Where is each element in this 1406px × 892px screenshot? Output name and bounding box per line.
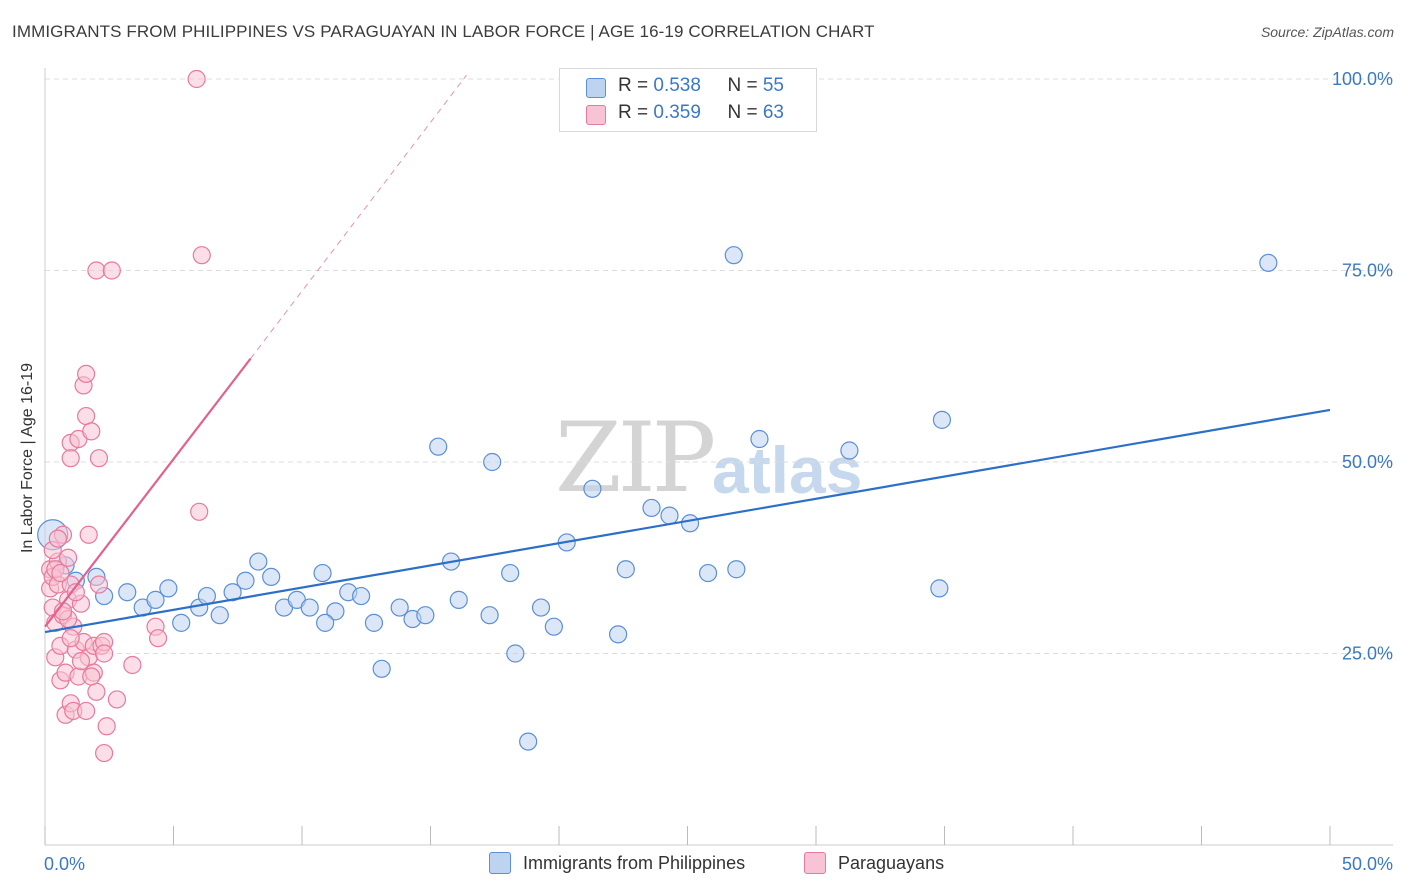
philippines-point — [932, 410, 952, 429]
philippines-point — [313, 563, 332, 583]
philippines-point — [262, 567, 281, 587]
paraguayans-point — [102, 261, 121, 280]
paraguayans-point — [61, 629, 80, 648]
y-tick-label: 75.0% — [1342, 261, 1393, 281]
y-tick-label: 50.0% — [1342, 452, 1393, 472]
chart-title: IMMIGRANTS FROM PHILIPPINES VS PARAGUAYA… — [12, 22, 875, 41]
philippines-point — [118, 583, 137, 602]
philippines-point — [727, 560, 746, 579]
philippines-point — [429, 437, 448, 456]
philippines-point — [236, 571, 255, 590]
paraguayans-point — [59, 548, 78, 567]
r-value: 0.538 — [653, 75, 701, 96]
watermark-zip: ZIP — [555, 402, 716, 514]
philippines-point — [352, 586, 371, 606]
philippines-point — [326, 602, 345, 621]
philippines-point — [172, 613, 191, 632]
r-value: 0.359 — [653, 102, 701, 123]
philippines-point — [616, 560, 635, 579]
paraguayans-point — [95, 644, 114, 663]
philippines-point — [316, 613, 335, 632]
n-value: 63 — [762, 102, 784, 123]
philippines-point — [506, 644, 525, 663]
philippines-point — [249, 552, 268, 571]
philippines-point — [544, 617, 563, 636]
philippines-point — [642, 498, 661, 518]
paraguayans-point — [66, 583, 85, 602]
x-tick-label: 50.0% — [1342, 854, 1393, 874]
paraguayans-point — [77, 406, 96, 426]
philippines-point — [449, 590, 468, 609]
philippines-point — [724, 246, 743, 265]
legend-label: Immigrants from Philippines — [523, 852, 746, 873]
stats-text: R = 0.538 N = 55 — [618, 75, 784, 96]
philippines-point — [300, 598, 319, 617]
philippines-point — [609, 625, 628, 644]
philippines-point — [480, 606, 499, 625]
legend-swatch-blue — [586, 78, 606, 98]
legend-swatch-pink — [804, 852, 826, 874]
philippines-point — [583, 479, 602, 498]
paraguayans-point — [71, 652, 91, 671]
paraguayans-point — [82, 422, 101, 441]
paraguayans-point — [51, 563, 70, 583]
philippines-point — [372, 659, 391, 678]
philippines-point — [416, 606, 435, 625]
n-value: 55 — [762, 75, 784, 96]
paraguayans-point — [79, 525, 98, 544]
philippines-point — [660, 506, 679, 525]
paraguayans-point — [192, 246, 211, 265]
x-tick-label: 0.0% — [44, 854, 85, 874]
philippines-point — [501, 563, 520, 583]
philippines-point — [146, 590, 165, 609]
philippines-point — [680, 514, 700, 533]
paraguayans-point — [87, 261, 106, 280]
paraguayans-trend-extension — [250, 74, 467, 359]
y-tick-label: 25.0% — [1342, 644, 1393, 664]
philippines-point — [483, 452, 502, 472]
legend-item-paraguayans[interactable]: Paraguayans — [804, 852, 944, 874]
paraguayans-point — [123, 655, 142, 675]
paraguayans-point — [190, 502, 209, 521]
paraguayans-point — [77, 364, 96, 384]
paraguayans-point — [107, 690, 127, 709]
philippines-point — [210, 606, 229, 625]
philippines-point — [698, 563, 718, 583]
paraguayans-point — [61, 449, 80, 468]
paraguayans-point — [89, 575, 109, 594]
philippines-point — [840, 441, 859, 460]
paraguayans-point — [148, 629, 168, 648]
legend-item-philippines[interactable]: Immigrants from Philippines — [489, 852, 745, 874]
paraguayans-point — [95, 743, 114, 763]
stats-legend: R = 0.538 N = 55 R = 0.359 N = 63 — [559, 68, 817, 132]
philippines-point — [519, 732, 538, 751]
stats-text: R = 0.359 N = 63 — [618, 102, 784, 123]
y-tick-label: 100.0% — [1332, 69, 1393, 89]
philippines-point — [1259, 253, 1278, 272]
philippines-point — [750, 429, 769, 449]
source-credit: Source: ZipAtlas.com — [1260, 24, 1394, 40]
paraguayans-point — [77, 701, 96, 721]
paraguayans-point — [97, 717, 116, 736]
philippines-point — [364, 613, 384, 632]
paraguayans-point — [187, 69, 206, 89]
legend-swatch-blue — [489, 852, 511, 874]
series-legend: Immigrants from Philippines Paraguayans — [0, 850, 1406, 878]
philippines-point — [390, 598, 409, 617]
legend-swatch-pink — [586, 105, 606, 125]
philippines-point — [531, 598, 551, 617]
paraguayans-point — [89, 449, 109, 468]
paraguayans-point — [48, 529, 67, 548]
philippines-trend-line — [44, 408, 1331, 634]
paraguayans-point — [87, 682, 106, 701]
philippines-point — [930, 579, 949, 598]
philippines-point — [159, 579, 178, 598]
legend-label: Paraguayans — [838, 852, 945, 873]
paraguayans-trend-line — [44, 357, 252, 628]
paraguayans-point — [82, 667, 101, 686]
